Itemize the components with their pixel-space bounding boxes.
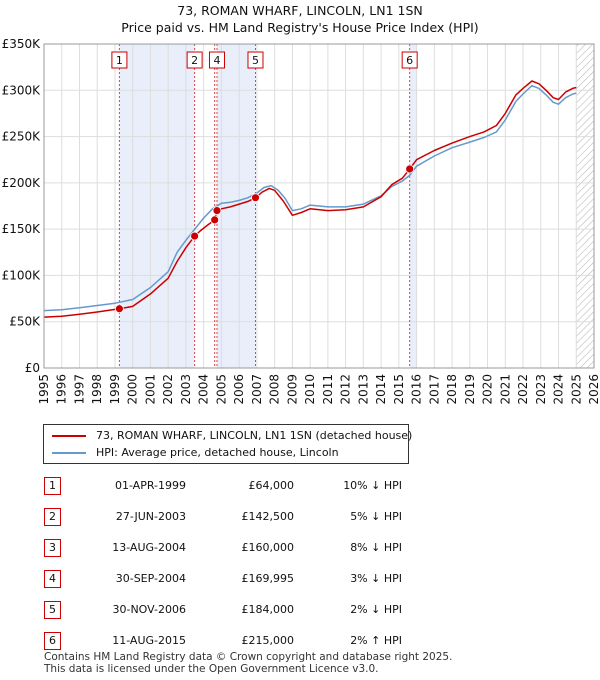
- top-label-text-4: 4: [213, 54, 220, 67]
- legend-swatch-hpi: [52, 452, 86, 454]
- sale-price: £142,500: [186, 501, 294, 532]
- x-tick-label: 2011: [321, 374, 335, 405]
- sale-hpi-diff: 2% ↓ HPI: [294, 594, 402, 625]
- x-tick-label: 2003: [179, 374, 193, 405]
- y-tick-label: £250K: [2, 130, 42, 144]
- price-chart: 1 2 4 5 6 £0 £50K £100K £150K £200K £250K £300K £35…: [0, 0, 600, 420]
- forecast-hatch: [576, 44, 594, 368]
- x-tick-label: 2020: [481, 374, 495, 405]
- footer-licence: This data is licensed under the Open Gov…: [44, 663, 452, 675]
- y-tick-label: £0: [25, 361, 40, 375]
- x-tick-label: 2016: [410, 374, 424, 405]
- sale-marker-5: [251, 194, 259, 202]
- sale-marker-3: [211, 216, 219, 224]
- sale-date: 30-SEP-2004: [74, 563, 186, 594]
- x-tick-label: 2023: [534, 374, 548, 405]
- sale-number: 5: [44, 601, 61, 619]
- x-tick-label: 2009: [285, 374, 299, 405]
- sale-marker-6: [406, 165, 414, 173]
- x-tick-label: 2007: [250, 374, 264, 405]
- sale-price: £64,000: [186, 470, 294, 501]
- sale-marker-1: [115, 305, 123, 313]
- x-tick-label: 2022: [516, 374, 530, 405]
- sale-marker-4: [213, 207, 221, 215]
- y-tick-label: £200K: [2, 176, 42, 190]
- x-tick-label: 2004: [197, 374, 211, 405]
- top-label-text-2: 2: [191, 54, 198, 67]
- legend-label-property: 73, ROMAN WHARF, LINCOLN, LN1 1SN (detac…: [96, 428, 412, 444]
- sales-table: 1 01-APR-1999 £64,000 10% ↓ HPI 2 27-JUN-2003…: [44, 470, 402, 656]
- ownership-band-1: [119, 44, 194, 368]
- sale-number: 6: [44, 632, 61, 650]
- x-tick-label: 2012: [339, 374, 353, 405]
- x-tick-label: 1998: [90, 374, 104, 405]
- sale-hpi-diff: 10% ↓ HPI: [294, 470, 402, 501]
- x-tick-label: 2017: [427, 374, 441, 405]
- x-tick-label: 2018: [445, 374, 459, 405]
- top-label-text-6: 6: [406, 54, 413, 67]
- x-tick-label: 2014: [374, 374, 388, 405]
- footer-copyright: Contains HM Land Registry data © Crown c…: [44, 651, 452, 663]
- sale-date: 13-AUG-2004: [74, 532, 186, 563]
- sale-price: £184,000: [186, 594, 294, 625]
- x-tick-label: 2008: [268, 374, 282, 405]
- y-tick-label: £300K: [2, 83, 42, 97]
- sale-row: 2 27-JUN-2003 £142,500 5% ↓ HPI: [44, 501, 402, 532]
- footer: Contains HM Land Registry data © Crown c…: [44, 651, 452, 675]
- top-label-text-1: 1: [116, 54, 123, 67]
- y-tick-label: £150K: [2, 222, 42, 236]
- sale-number: 3: [44, 539, 61, 557]
- y-tick-label: £50K: [9, 315, 41, 329]
- x-tick-label: 2015: [392, 374, 406, 405]
- x-tick-label: 1999: [108, 374, 122, 405]
- legend: 73, ROMAN WHARF, LINCOLN, LN1 1SN (detac…: [43, 424, 409, 464]
- legend-swatch-property: [52, 435, 86, 437]
- sale-date: 01-APR-1999: [74, 470, 186, 501]
- x-tick-label: 2021: [498, 374, 512, 405]
- sale-price: £169,995: [186, 563, 294, 594]
- sale-number: 4: [44, 570, 61, 588]
- sale-date: 27-JUN-2003: [74, 501, 186, 532]
- sale-number: 2: [44, 508, 61, 526]
- ownership-band-2: [217, 44, 256, 368]
- x-tick-label: 1995: [37, 374, 51, 405]
- y-tick-label: £350K: [2, 37, 42, 51]
- x-tick-label: 2026: [587, 374, 600, 405]
- x-tick-label: 2000: [126, 374, 140, 405]
- sale-number: 1: [44, 477, 61, 495]
- sale-hpi-diff: 3% ↓ HPI: [294, 563, 402, 594]
- top-label-text-5: 5: [252, 54, 259, 67]
- sale-row: 4 30-SEP-2004 £169,995 3% ↓ HPI: [44, 563, 402, 594]
- legend-label-hpi: HPI: Average price, detached house, Linc…: [96, 445, 339, 461]
- sale-row: 1 01-APR-1999 £64,000 10% ↓ HPI: [44, 470, 402, 501]
- sale-date: 30-NOV-2006: [74, 594, 186, 625]
- x-tick-label: 2001: [143, 374, 157, 405]
- sale-row: 3 13-AUG-2004 £160,000 8% ↓ HPI: [44, 532, 402, 563]
- x-tick-label: 1996: [55, 374, 69, 405]
- x-tick-label: 2010: [303, 374, 317, 405]
- ownership-band-3: [410, 44, 417, 368]
- sale-price: £160,000: [186, 532, 294, 563]
- x-tick-label: 1997: [72, 374, 86, 405]
- x-tick-label: 2005: [214, 374, 228, 405]
- x-tick-label: 2006: [232, 374, 246, 405]
- x-tick-label: 2025: [569, 374, 583, 405]
- x-tick-label: 2013: [356, 374, 370, 405]
- sale-row: 5 30-NOV-2006 £184,000 2% ↓ HPI: [44, 594, 402, 625]
- x-tick-label: 2002: [161, 374, 175, 405]
- sale-marker-2: [191, 232, 199, 240]
- x-tick-label: 2019: [463, 374, 477, 405]
- sale-hpi-diff: 8% ↓ HPI: [294, 532, 402, 563]
- y-tick-label: £100K: [2, 268, 42, 282]
- x-tick-label: 2024: [552, 374, 566, 405]
- sale-hpi-diff: 5% ↓ HPI: [294, 501, 402, 532]
